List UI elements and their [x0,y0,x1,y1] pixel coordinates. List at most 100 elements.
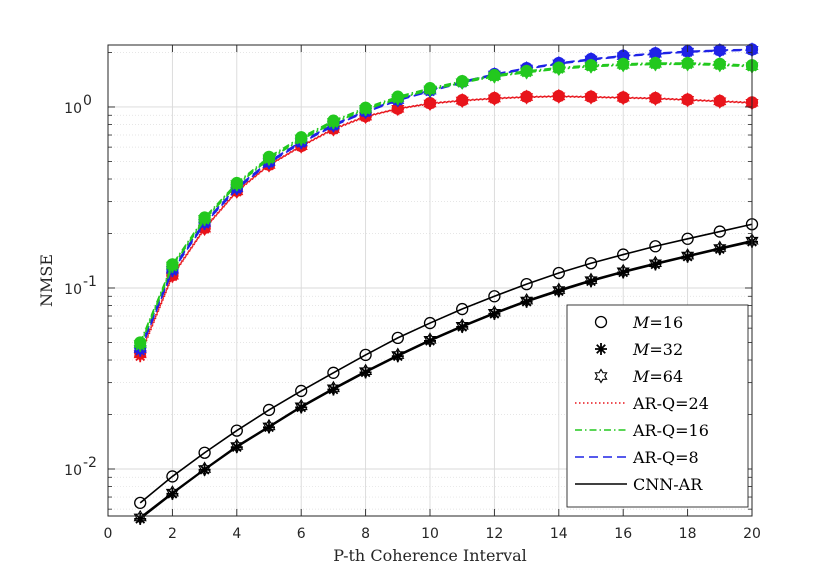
data-point-hexagram [294,398,308,414]
data-point-hexagram [520,293,534,309]
y-axis-title: NMSE [37,254,56,307]
data-point-asterisk [713,243,726,256]
data-point-hexagram [165,485,179,501]
data-point-hexagram [262,150,276,166]
data-point-asterisk [295,401,308,414]
legend-label: AR-Q=24 [632,394,709,413]
data-point-asterisk [456,320,469,333]
x-tick-label: 10 [421,526,439,542]
data-point-hexagram [487,90,501,106]
data-point-hexagram [713,57,727,73]
legend-entry: AR-Q=24 [575,394,709,413]
data-point-circle [262,403,276,417]
legend-entry: M=16 [594,313,683,332]
data-point-circle [649,240,662,253]
legend-label: M=64 [632,367,683,386]
data-point-hexagram [616,263,630,279]
legend-entry: AR-Q=8 [575,448,699,467]
x-tick-label: 12 [485,526,503,542]
data-point-hexagram [198,211,212,227]
data-point-hexagram [552,60,566,77]
data-point-hexagram [681,248,695,264]
data-point-asterisk [488,307,501,320]
data-point-hexagram [230,176,244,192]
data-point-hexagram [359,101,373,117]
y-tick-exponent: -2 [83,455,97,471]
legend-label: M=32 [632,340,683,359]
data-point-hexagram [230,438,244,454]
data-point-circle [552,266,565,280]
data-point-asterisk [617,266,630,279]
data-point-hexagram [423,95,437,112]
x-tick-label: 20 [743,526,761,542]
data-point-circle [456,302,469,316]
legend-marker-asterisk [595,343,607,355]
y-tick-label: 10 [64,463,82,479]
data-point-circle [520,278,533,291]
y-tick-exponent: 0 [83,93,92,109]
x-tick-label: 14 [550,526,568,542]
data-point-asterisk [134,512,147,525]
legend-label: AR-Q=8 [632,448,699,467]
data-point-circle [230,424,243,437]
x-tick-label: 6 [297,526,306,542]
data-point-hexagram [520,64,534,80]
data-point-asterisk [391,350,404,363]
legend-entry: M=64 [594,367,683,386]
data-point-hexagram [326,380,340,396]
data-point-hexagram [391,347,405,363]
legend-label: AR-Q=16 [632,421,709,440]
y-tick-label: 10 [64,101,82,117]
legend-box [566,304,749,508]
x-tick-label: 16 [614,526,632,542]
data-point-circle [391,331,404,345]
data-point-hexagram [713,42,727,59]
x-tick-label: 0 [104,526,113,542]
data-point-circle [198,446,211,459]
legend-label: CNN-AR [633,475,703,494]
data-point-hexagram [648,90,662,106]
data-point-circle [295,384,308,398]
data-point-asterisk [166,487,179,500]
x-tick-label: 2 [168,526,177,542]
data-point-hexagram [262,418,276,434]
data-point-circle [423,316,437,330]
data-point-hexagram [584,272,598,288]
data-point-hexagram [713,240,727,256]
data-point-hexagram [326,114,340,130]
legend-marker-circle [594,315,608,329]
y-tick-label: 10 [64,282,82,298]
data-point-hexagram [423,81,437,98]
data-point-hexagram [455,74,469,90]
data-point-hexagram [455,92,469,109]
data-point-hexagram [552,88,566,104]
legend: M=16 M=32 M=64 AR-Q=24 AR-Q=16 AR-Q=8 CNN-AR [566,304,749,508]
data-point-hexagram [616,90,630,106]
data-point-hexagram [198,461,212,477]
data-point-hexagram [133,336,147,352]
data-point-hexagram [487,305,501,321]
series-cnn-ar-m-16 [134,218,759,510]
y-tick-exponent: -1 [83,274,97,290]
data-point-circle [488,290,501,303]
data-point-circle [359,348,372,362]
data-point-asterisk [585,275,597,288]
legend-marker-hexagram [594,368,608,384]
data-point-asterisk [424,334,436,347]
data-point-hexagram [359,363,373,379]
data-point-hexagram [391,90,405,106]
data-point-hexagram [713,93,727,109]
data-point-circle [617,248,630,261]
data-point-asterisk [681,250,694,263]
x-tick-label: 18 [679,526,697,542]
data-point-circle [681,232,694,245]
legend-entry: AR-Q=16 [575,421,709,440]
data-point-asterisk [359,366,372,379]
data-point-asterisk [327,383,340,396]
data-point-circle [713,225,726,238]
data-point-asterisk [520,295,533,308]
data-point-hexagram [648,255,662,271]
ticks: 10-210-110 00 2 4 6 8 10 12 14 16 18 20 [64,45,761,542]
data-point-hexagram [391,101,405,117]
